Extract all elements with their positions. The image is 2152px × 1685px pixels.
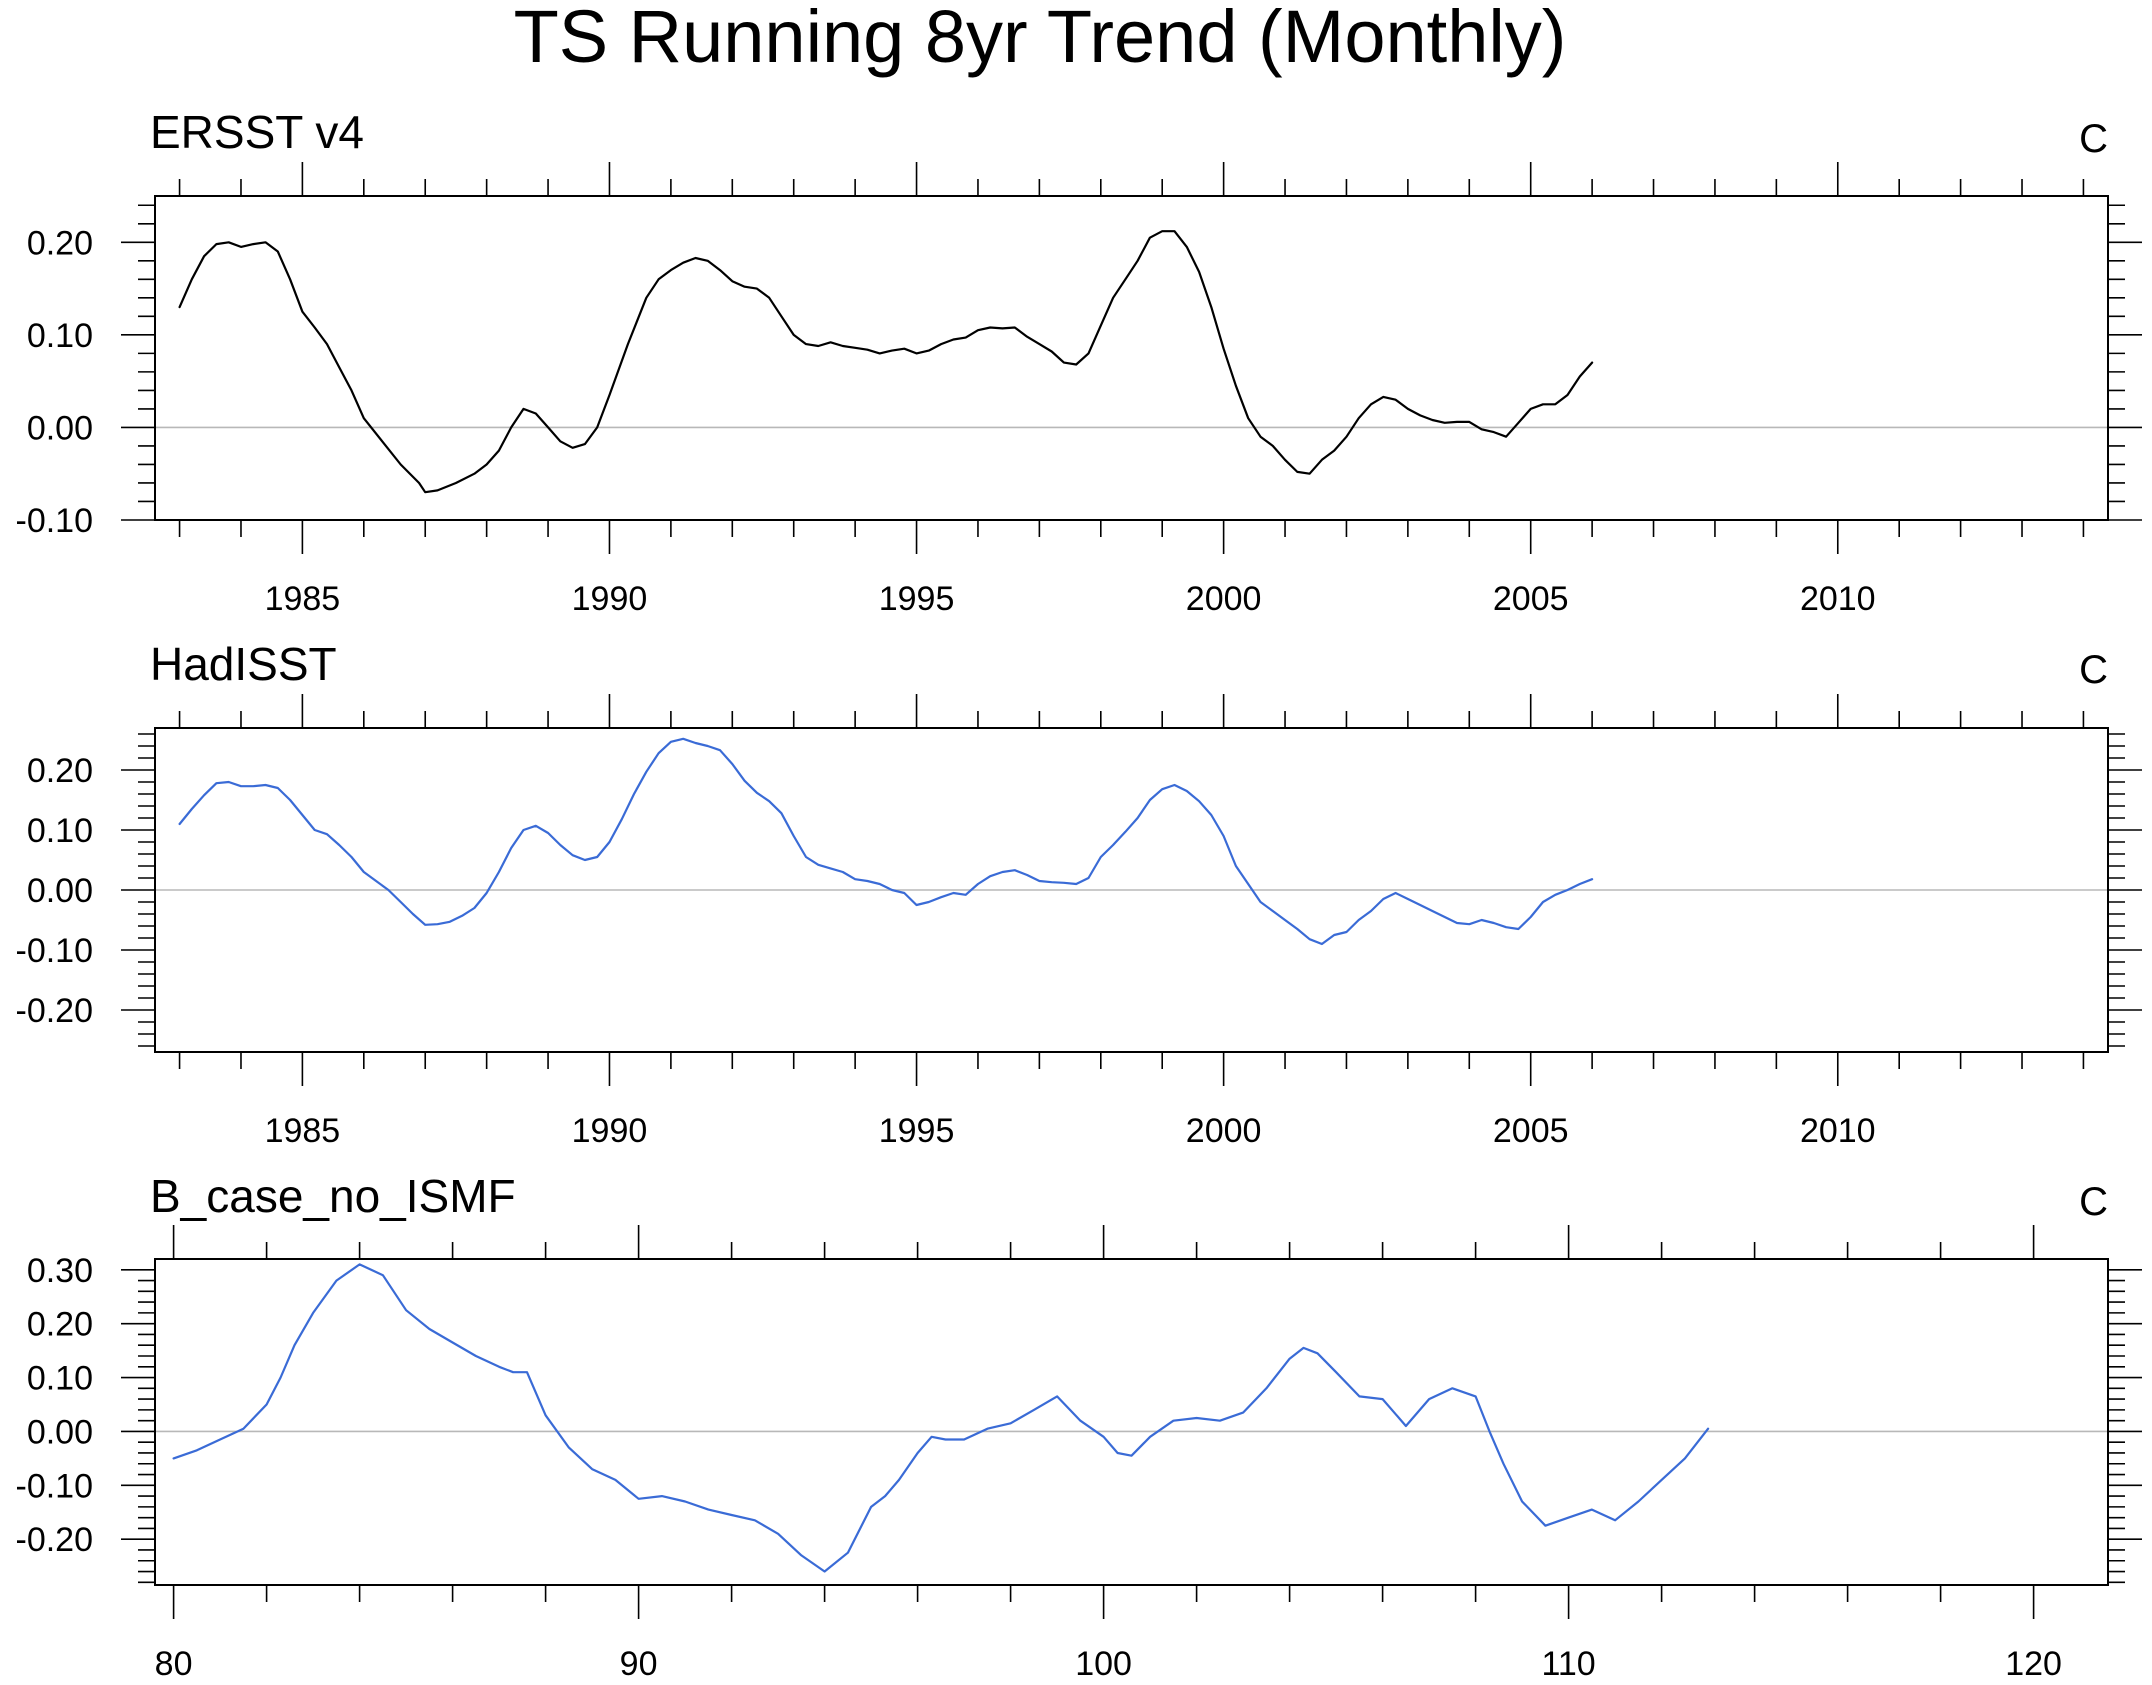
series-line [178, 230, 1594, 494]
panel-ersst: ERSST v4 C 1985 1990 1995 2000 2005 2010 -0.10… [16, 106, 2142, 618]
y-tick-label: 0.00 [27, 872, 93, 910]
y-tick-label: 0.30 [27, 1252, 93, 1290]
y-tick-label: 0.00 [27, 409, 93, 447]
figure-title: TS Running 8yr Trend (Monthly) [514, 0, 1567, 78]
tick-marks [121, 162, 2142, 554]
panel-title: HadISST [150, 638, 337, 690]
panel-title: B_case_no_ISMF [150, 1170, 516, 1222]
y-tick-label: -0.10 [16, 932, 94, 970]
x-tick-label: 2005 [1493, 580, 1569, 618]
y-tick-label: 0.00 [27, 1413, 93, 1451]
plot-frame [154, 195, 2109, 521]
x-tick-label: 80 [155, 1645, 193, 1683]
y-tick-label: 0.10 [27, 812, 93, 850]
series-line [172, 1263, 1710, 1573]
x-tick-label: 1985 [265, 1112, 341, 1150]
units-label: C [2079, 117, 2108, 161]
y-tick-label: -0.20 [16, 1521, 94, 1559]
units-label: C [2079, 1180, 2108, 1224]
y-tick-label: 0.20 [27, 224, 93, 262]
x-tick-label: 1990 [572, 580, 648, 618]
tick-labels: 1985 1990 1995 2000 2005 2010 -0.20 -0.10 0.00 0.… [16, 752, 1876, 1150]
x-tick-label: 90 [620, 1645, 658, 1683]
x-tick-label: 1995 [879, 580, 955, 618]
panel-b-case-no-ismf: B_case_no_ISMF C 80 90 100 110 120 -0.20 -0.10… [16, 1170, 2142, 1683]
y-tick-label: 0.20 [27, 1306, 93, 1344]
y-tick-label: 0.20 [27, 752, 93, 790]
x-tick-label: 2005 [1493, 1112, 1569, 1150]
units-label: C [2079, 648, 2108, 692]
tick-marks [121, 694, 2142, 1086]
panel-title: ERSST v4 [150, 106, 364, 158]
y-tick-label: 0.10 [27, 317, 93, 355]
x-tick-label: 110 [1541, 1645, 1595, 1683]
tick-labels: 1985 1990 1995 2000 2005 2010 -0.10 0.00 0.10 0.2… [16, 224, 1876, 618]
series-line [178, 737, 1594, 946]
x-tick-label: 1995 [879, 1112, 955, 1150]
x-tick-label: 1985 [265, 580, 341, 618]
x-tick-label: 2010 [1800, 580, 1876, 618]
tick-marks [121, 1225, 2142, 1619]
tick-labels: 80 90 100 110 120 -0.20 -0.10 0.00 0.10 0.20 0.30 [16, 1252, 2062, 1683]
x-tick-label: 2010 [1800, 1112, 1876, 1150]
y-tick-label: -0.10 [16, 502, 94, 540]
plot-frame [154, 1258, 2109, 1586]
x-tick-label: 2000 [1186, 580, 1262, 618]
plot-frame [154, 727, 2109, 1053]
x-tick-label: 2000 [1186, 1112, 1262, 1150]
x-tick-label: 1990 [572, 1112, 648, 1150]
y-tick-label: 0.10 [27, 1360, 93, 1398]
y-tick-label: -0.20 [16, 992, 94, 1030]
x-tick-label: 120 [2005, 1645, 2062, 1683]
y-tick-label: -0.10 [16, 1467, 94, 1505]
panel-hadisst: HadISST C 1985 1990 1995 2000 2005 2010 -0.20 -… [16, 638, 2142, 1150]
x-tick-label: 100 [1075, 1645, 1132, 1683]
